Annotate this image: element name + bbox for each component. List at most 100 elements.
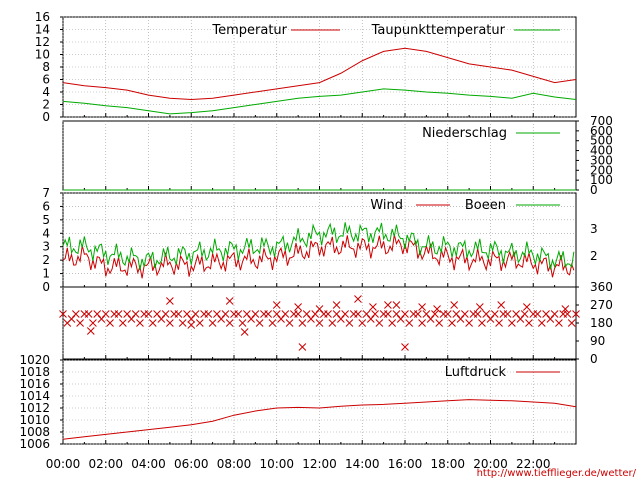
scatter-point [240, 328, 249, 336]
scatter-point [460, 310, 469, 318]
scatter-point [277, 315, 285, 323]
temperature-panel [60, 16, 577, 118]
scatter-point [482, 310, 491, 318]
scatter-point [217, 315, 226, 323]
scatter-point [315, 305, 324, 313]
scatter-point [413, 310, 422, 318]
y-tick-label: 10 [35, 48, 50, 62]
scatter-point [561, 305, 570, 313]
scatter-point [84, 310, 93, 318]
y-tick-label-right: 700 [590, 114, 613, 128]
legend-label: Temperatur [211, 23, 287, 38]
scatter-point [465, 319, 473, 327]
series-line-1 [62, 222, 575, 271]
scatter-point [354, 310, 362, 318]
scatter-point [478, 319, 486, 327]
x-tick-label: 10:00 [259, 457, 294, 471]
y-tick-label-right: 90 [590, 334, 605, 348]
y-tick-label: 5 [42, 213, 50, 227]
scatter-point [166, 319, 174, 327]
scatter-point [520, 310, 529, 318]
scatter-point [418, 319, 426, 327]
scatter-point [195, 319, 204, 327]
scatter-point [384, 301, 392, 309]
scatter-point [448, 319, 456, 327]
scatter-point [298, 319, 307, 327]
y-tick-label: 3 [42, 240, 50, 254]
scatter-point [298, 343, 307, 351]
scatter-point [153, 310, 161, 318]
scatter-point [369, 303, 377, 311]
scatter-point [136, 319, 144, 327]
scatter-point [563, 310, 572, 318]
scatter-point [572, 310, 580, 318]
scatter-point [307, 315, 315, 323]
legend-label: Boeen [465, 198, 506, 213]
scatter-point [546, 315, 555, 323]
scatter-point [161, 310, 170, 318]
scatter-point [392, 310, 401, 318]
scatter-point [294, 303, 302, 311]
scatter-point [388, 319, 397, 327]
x-tick-label: 02:00 [88, 457, 123, 471]
scatter-point [174, 310, 183, 318]
legend-label: Luftdruck [445, 365, 507, 380]
scatter-point [67, 315, 76, 323]
scatter-point [93, 310, 102, 318]
scatter-point [516, 315, 525, 323]
scatter-point [512, 310, 521, 318]
scatter-point [533, 310, 542, 318]
scatter-point [426, 315, 435, 323]
scatter-point [225, 319, 234, 327]
scatter-point [328, 319, 337, 327]
legend-label: Taupunkttemperatur [371, 23, 506, 38]
scatter-point [101, 310, 110, 318]
scatter-point [490, 310, 499, 318]
scatter-point [418, 303, 426, 311]
series-line-0 [62, 234, 575, 279]
scatter-point [123, 310, 131, 318]
scatter-point [450, 301, 459, 309]
scatter-point [567, 319, 576, 327]
scatter-point [405, 319, 414, 327]
scatter-point [89, 319, 97, 327]
y-tick-label: 8 [42, 60, 50, 74]
x-tick-label: 14:00 [345, 457, 380, 471]
y-tick-label: 16 [35, 10, 50, 24]
y-tick-label-right: 270 [590, 298, 613, 312]
y-tick-label: 12 [35, 35, 50, 49]
wind-panel [60, 192, 577, 288]
scatter-point [247, 315, 255, 323]
scatter-point [118, 319, 127, 327]
scatter-point [148, 319, 157, 327]
y-tick-label-right: 300 [590, 153, 613, 167]
scatter-point [525, 319, 533, 327]
scatter-point [255, 319, 264, 327]
scatter-point [375, 319, 384, 327]
scatter-point [452, 310, 461, 318]
scatter-point [475, 303, 484, 311]
x-tick-label: 08:00 [217, 457, 252, 471]
scatter-point [366, 315, 375, 323]
legend-label: Wind [370, 198, 403, 213]
scatter-point [238, 319, 247, 327]
y-tick-label-right: 180 [590, 316, 613, 330]
y-tick-label: 1020 [19, 353, 50, 367]
scatter-point [384, 310, 392, 318]
scatter-point [225, 297, 234, 305]
x-tick-label: 04:00 [131, 457, 166, 471]
scatter-point [294, 310, 302, 318]
scatter-point [345, 319, 354, 327]
scatter-point [537, 319, 546, 327]
scatter-point [495, 319, 503, 327]
scatter-point [497, 301, 506, 309]
y-tick-label: 1008 [19, 425, 50, 439]
scatter-point [550, 310, 559, 318]
scatter-point [285, 319, 294, 327]
scatter-point [433, 305, 441, 313]
scatter-point [508, 319, 516, 327]
x-tick-label: 20:00 [473, 457, 508, 471]
legend-label: Niederschlag [422, 126, 507, 141]
y-tick-label: 0 [42, 280, 50, 294]
y-tick-label-right: 600 [590, 124, 613, 138]
